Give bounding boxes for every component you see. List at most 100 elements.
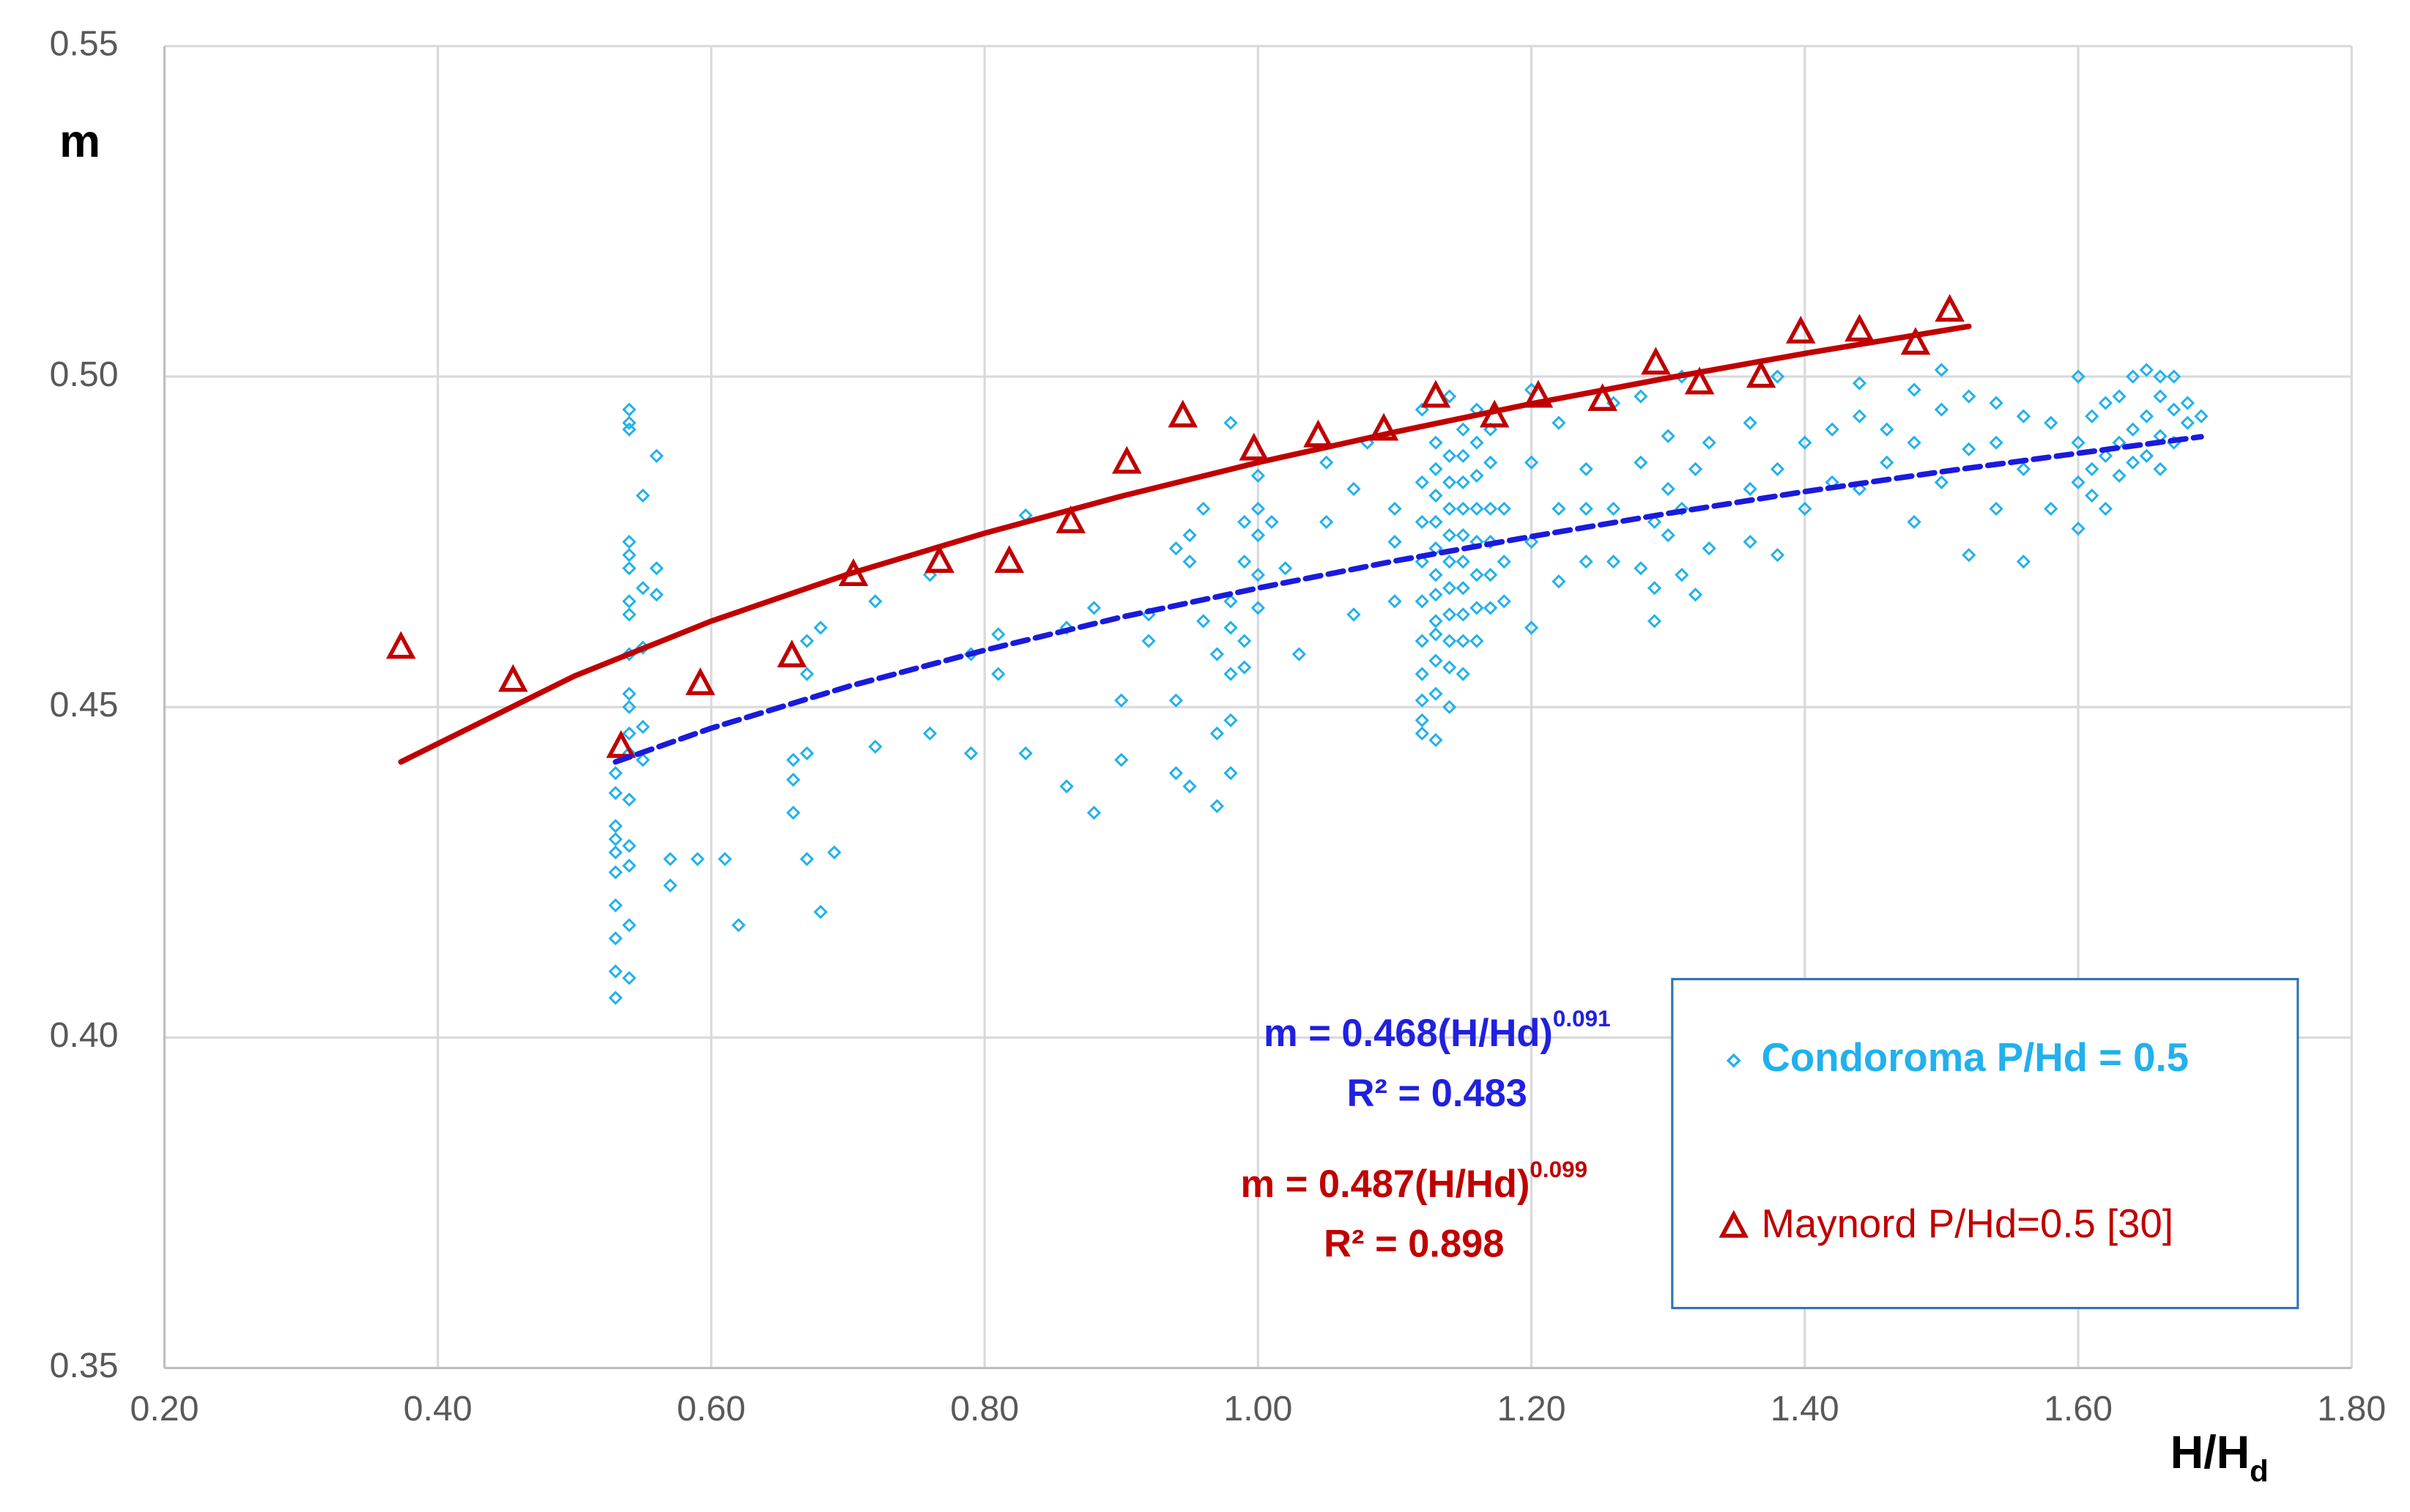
- diamond-marker: [2044, 501, 2058, 516]
- diamond-marker: [1428, 568, 1443, 582]
- diamond-marker: [1442, 581, 1457, 596]
- diamond-marker: [1456, 667, 1470, 681]
- diamond-marker: [1196, 501, 1211, 516]
- diamond-marker: [1634, 561, 1648, 576]
- diamond-marker: [1469, 435, 1484, 450]
- diamond-marker: [1647, 614, 1662, 629]
- diamond-marker: [799, 746, 815, 760]
- diamond-marker: [2071, 475, 2085, 490]
- diamond-marker: [636, 581, 650, 596]
- diamond-marker: [2098, 448, 2113, 463]
- diamond-marker: [1456, 475, 1470, 490]
- diamond-marker: [1182, 779, 1197, 794]
- diamond-marker: [1497, 501, 1511, 516]
- diamond-marker: [2126, 455, 2140, 470]
- diamond-marker: [2126, 422, 2140, 437]
- diamond-marker: [1483, 422, 1498, 437]
- triangle-marker: [386, 631, 416, 659]
- diamond-marker: [1059, 779, 1074, 794]
- triangle-marker: [1587, 383, 1617, 411]
- diamond-marker: [1428, 514, 1443, 530]
- diamond-marker: [636, 719, 650, 734]
- triangle-marker: [1056, 505, 1086, 533]
- diamond-marker: [1114, 752, 1129, 767]
- diamond-marker: [799, 667, 815, 681]
- annotation: R² = 0.483: [1347, 1072, 1527, 1115]
- diamond-marker: [1579, 501, 1593, 516]
- diamond-marker: [1483, 601, 1498, 615]
- diamond-marker: [2071, 521, 2085, 536]
- diamond-marker: [1209, 798, 1225, 814]
- diamond-marker: [1798, 501, 1812, 516]
- diamond-marker: [1551, 501, 1566, 516]
- diamond-marker: [2139, 363, 2154, 377]
- diamond-marker: [1209, 726, 1225, 741]
- diamond-marker: [1469, 501, 1484, 516]
- diamond-marker: [991, 627, 1006, 642]
- diamond-marker: [1497, 555, 1511, 569]
- diamond-marker: [1852, 481, 1867, 497]
- triangle-marker: [924, 545, 954, 573]
- legend-label: Maynord P/Hd=0.5 [30]: [1762, 1201, 2173, 1246]
- x-axis-label: H/Hd: [2170, 1427, 2269, 1489]
- diamond-marker: [1661, 527, 1675, 543]
- diamond-marker: [649, 588, 664, 602]
- diamond-marker: [1456, 501, 1470, 516]
- diamond-marker: [1647, 514, 1662, 530]
- diamond-marker: [799, 852, 815, 867]
- diamond-marker: [1907, 435, 1921, 450]
- diamond-marker: [1250, 468, 1266, 483]
- diamond-marker: [1497, 594, 1511, 609]
- diamond-marker: [1442, 448, 1457, 463]
- triangle-marker: [1420, 379, 1451, 408]
- diamond-marker: [1469, 634, 1484, 648]
- annotation-text: m = 0.487(H/Hd): [1241, 1163, 1530, 1206]
- diamond-marker: [1250, 527, 1266, 543]
- y-axis-label: m: [59, 116, 100, 167]
- diamond-marker: [1223, 594, 1238, 609]
- triangle-marker: [1239, 432, 1269, 461]
- diamond-marker: [2139, 448, 2154, 463]
- diamond-marker: [1223, 713, 1238, 727]
- diamond-marker: [786, 772, 801, 788]
- diamond-marker: [1456, 555, 1470, 569]
- diamond-marker: [1907, 382, 1921, 397]
- diamond-marker: [1469, 468, 1484, 483]
- annotation-exponent: 0.099: [1530, 1157, 1587, 1182]
- diamond-marker: [1647, 581, 1662, 596]
- diamond-marker: [2112, 389, 2127, 404]
- diamond-marker: [1428, 686, 1443, 701]
- diamond-marker: [1237, 634, 1252, 648]
- diamond-marker: [991, 667, 1006, 681]
- diamond-marker: [1661, 429, 1675, 443]
- diamond-marker: [1415, 475, 1429, 490]
- diamond-marker: [1743, 481, 1757, 497]
- x-tick-label: 1.60: [2044, 1389, 2113, 1428]
- series-triangle: [386, 294, 1965, 758]
- y-tick-label: 0.35: [50, 1346, 119, 1385]
- diamond-marker: [608, 865, 623, 880]
- y-tick-label: 0.40: [50, 1015, 119, 1055]
- x-tick-label: 0.80: [950, 1389, 1019, 1428]
- triangle-marker: [1303, 419, 1333, 448]
- diamond-marker: [1387, 501, 1402, 516]
- diamond-marker: [1428, 488, 1443, 503]
- diamond-marker: [2180, 396, 2195, 410]
- diamond-marker: [1319, 455, 1334, 470]
- x-tick-label: 0.60: [677, 1389, 746, 1428]
- diamond-marker: [1934, 475, 1949, 490]
- diamond-marker: [1168, 766, 1184, 781]
- diamond-marker: [1250, 501, 1266, 516]
- diamond-marker: [2016, 555, 2031, 569]
- diamond-marker: [1456, 634, 1470, 648]
- diamond-marker: [1962, 442, 1976, 456]
- diamond-marker: [2085, 462, 2099, 477]
- diamond-marker: [1387, 534, 1402, 549]
- diamond-marker: [608, 964, 623, 979]
- diamond-marker: [1428, 462, 1443, 477]
- diamond-marker: [2016, 409, 2031, 423]
- legend-marker: [1726, 1053, 1741, 1068]
- diamond-marker: [1018, 746, 1033, 760]
- diamond-marker: [1196, 614, 1211, 629]
- diamond-marker: [1688, 588, 1703, 602]
